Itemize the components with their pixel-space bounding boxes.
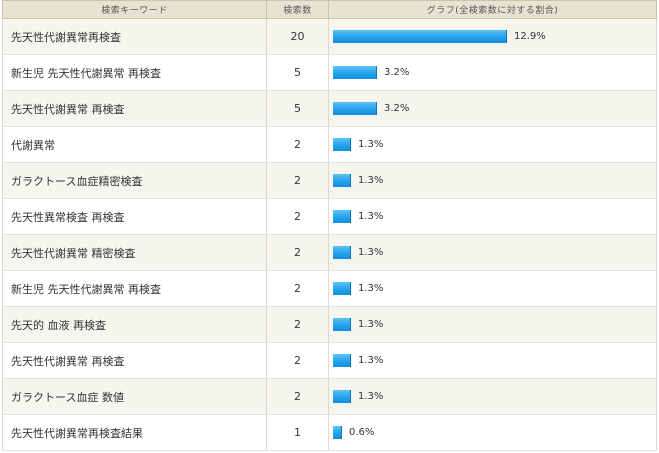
graph-cell: 1.3% xyxy=(328,378,657,415)
keyword-cell: 新生児 先天性代謝異常 再検査 xyxy=(2,54,267,91)
count-cell: 2 xyxy=(266,162,329,199)
percent-label: 12.9% xyxy=(514,31,546,42)
percent-label: 0.6% xyxy=(349,427,375,438)
keyword-cell: 先天性代謝異常再検査結果 xyxy=(2,414,267,451)
table-row: 代謝異常 2 1.3% xyxy=(2,126,657,163)
percent-label: 3.2% xyxy=(384,67,410,78)
count-cell: 20 xyxy=(266,18,329,55)
percent-bar xyxy=(333,354,351,367)
table-row: 先天性異常検査 再検査 2 1.3% xyxy=(2,198,657,235)
graph-cell: 1.3% xyxy=(328,126,657,163)
keyword-cell: 先天性代謝異常 再検査 xyxy=(2,342,267,379)
percent-bar xyxy=(333,426,342,439)
percent-bar xyxy=(333,138,351,151)
count-cell: 5 xyxy=(266,90,329,127)
keyword-cell: 新生児 先天性代謝異常 再検査 xyxy=(2,270,267,307)
percent-label: 1.3% xyxy=(358,391,384,402)
count-cell: 2 xyxy=(266,198,329,235)
keyword-cell: 先天的 血液 再検査 xyxy=(2,306,267,343)
percent-label: 1.3% xyxy=(358,247,384,258)
percent-label: 1.3% xyxy=(358,319,384,330)
percent-bar xyxy=(333,30,507,43)
graph-cell: 1.3% xyxy=(328,306,657,343)
header-graph: グラフ(全検索数に対する割合) xyxy=(328,0,657,19)
percent-label: 1.3% xyxy=(358,175,384,186)
table-row: 先天性代謝異常再検査 20 12.9% xyxy=(2,18,657,55)
graph-cell: 12.9% xyxy=(328,18,657,55)
percent-label: 1.3% xyxy=(358,139,384,150)
table-header-row: 検索キーワード 検索数 グラフ(全検索数に対する割合) xyxy=(2,0,657,19)
percent-bar xyxy=(333,210,351,223)
graph-cell: 3.2% xyxy=(328,90,657,127)
keyword-cell: ガラクトース血症精密検査 xyxy=(2,162,267,199)
table-row: 先天的 血液 再検査 2 1.3% xyxy=(2,306,657,343)
header-count[interactable]: 検索数 xyxy=(266,0,329,19)
percent-bar xyxy=(333,390,351,403)
table-row: 新生児 先天性代謝異常 再検査 5 3.2% xyxy=(2,54,657,91)
percent-label: 3.2% xyxy=(384,103,410,114)
graph-cell: 0.6% xyxy=(328,414,657,451)
graph-cell: 1.3% xyxy=(328,198,657,235)
keyword-cell: 先天性異常検査 再検査 xyxy=(2,198,267,235)
table-row: 先天性代謝異常 再検査 5 3.2% xyxy=(2,90,657,127)
percent-label: 1.3% xyxy=(358,355,384,366)
count-cell: 1 xyxy=(266,414,329,451)
count-cell: 2 xyxy=(266,378,329,415)
percent-bar xyxy=(333,102,377,115)
table-row: ガラクトース血症 数値 2 1.3% xyxy=(2,378,657,415)
count-cell: 2 xyxy=(266,270,329,307)
graph-cell: 3.2% xyxy=(328,54,657,91)
keyword-cell: 代謝異常 xyxy=(2,126,267,163)
percent-bar xyxy=(333,174,351,187)
keyword-cell: 先天性代謝異常 再検査 xyxy=(2,90,267,127)
keyword-cell: ガラクトース血症 数値 xyxy=(2,378,267,415)
count-cell: 2 xyxy=(266,126,329,163)
keyword-cell: 先天性代謝異常再検査 xyxy=(2,18,267,55)
count-cell: 2 xyxy=(266,306,329,343)
percent-bar xyxy=(333,66,377,79)
table-row: 先天性代謝異常 再検査 2 1.3% xyxy=(2,342,657,379)
percent-bar xyxy=(333,246,351,259)
count-cell: 2 xyxy=(266,342,329,379)
table-row: ガラクトース血症精密検査 2 1.3% xyxy=(2,162,657,199)
graph-cell: 1.3% xyxy=(328,342,657,379)
count-cell: 2 xyxy=(266,234,329,271)
count-cell: 5 xyxy=(266,54,329,91)
percent-label: 1.3% xyxy=(358,211,384,222)
table-row: 先天性代謝異常 精密検査 2 1.3% xyxy=(2,234,657,271)
header-keyword[interactable]: 検索キーワード xyxy=(2,0,267,19)
graph-cell: 1.3% xyxy=(328,270,657,307)
percent-bar xyxy=(333,282,351,295)
table-row: 新生児 先天性代謝異常 再検査 2 1.3% xyxy=(2,270,657,307)
table-row: 先天性代謝異常再検査結果 1 0.6% xyxy=(2,414,657,451)
keyword-cell: 先天性代謝異常 精密検査 xyxy=(2,234,267,271)
graph-cell: 1.3% xyxy=(328,162,657,199)
percent-label: 1.3% xyxy=(358,283,384,294)
percent-bar xyxy=(333,318,351,331)
graph-cell: 1.3% xyxy=(328,234,657,271)
